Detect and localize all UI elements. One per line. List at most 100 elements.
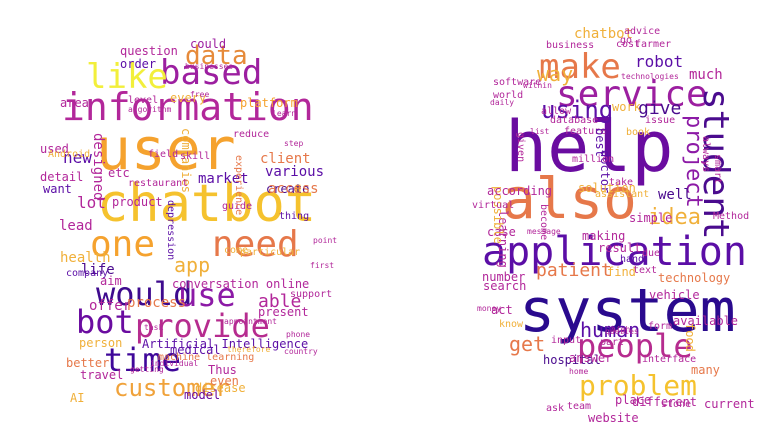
- left-word: access: [268, 181, 319, 197]
- left-word: businesses: [185, 62, 234, 71]
- right-word: current: [704, 397, 755, 411]
- left-word: better: [66, 356, 110, 370]
- left-word: travel: [80, 368, 124, 382]
- right-word: queries: [605, 327, 639, 336]
- left-word: order: [120, 57, 157, 71]
- left-word: aim: [100, 274, 122, 288]
- left-word: Artificial Intelligence: [142, 337, 309, 351]
- right-word: feature: [564, 126, 607, 137]
- right-word: available: [673, 314, 739, 328]
- right-word: hand: [620, 254, 645, 265]
- right-word: money: [477, 304, 502, 313]
- right-word: solution: [578, 181, 636, 195]
- right-word: virtual: [472, 200, 515, 211]
- right-word: farmer: [635, 39, 672, 50]
- right-word: business: [546, 40, 595, 51]
- left-word: could: [190, 37, 227, 51]
- right-word: search: [483, 279, 527, 293]
- left-word: question: [120, 44, 178, 58]
- word-cloud-right: help system also application service make stud…: [391, 0, 782, 436]
- left-word: AI: [70, 391, 85, 405]
- right-word: help: [505, 106, 674, 188]
- right-word: technologies: [621, 72, 679, 81]
- left-word: provide: [135, 307, 270, 345]
- right-word: always: [700, 136, 711, 173]
- left-word: person: [79, 336, 123, 350]
- right-word: application: [482, 229, 747, 275]
- right-word: learning: [496, 210, 510, 268]
- right-word: daily: [490, 98, 515, 107]
- right-word: smart: [712, 154, 723, 185]
- right-word: advice: [624, 26, 661, 37]
- left-word: company: [66, 268, 109, 279]
- left-word: Thus: [208, 363, 237, 377]
- left-word: guide: [222, 201, 253, 212]
- left-word: algorithm: [128, 105, 172, 114]
- left-word: country: [284, 347, 318, 356]
- right-word: case: [487, 225, 516, 239]
- right-word: go: [620, 35, 633, 46]
- left-word: life: [81, 262, 115, 278]
- left-word: phone: [286, 330, 311, 339]
- right-word: work: [612, 100, 641, 114]
- right-word: number: [482, 270, 526, 284]
- left-word: health: [60, 250, 111, 266]
- left-word: getting: [130, 365, 164, 374]
- left-word: various: [265, 164, 325, 180]
- right-word: doctor: [598, 150, 612, 194]
- left-word: experience: [233, 155, 244, 216]
- right-word: allow: [541, 106, 572, 117]
- right-word: stone: [661, 399, 692, 410]
- right-word: website: [588, 411, 639, 425]
- right-word: software: [493, 77, 542, 88]
- right-word: according: [487, 184, 553, 198]
- left-word: particular: [240, 247, 301, 258]
- left-word: would: [96, 275, 193, 313]
- right-word: simple: [629, 211, 673, 225]
- right-word: place: [615, 393, 652, 407]
- right-word: get: [509, 332, 546, 356]
- right-word: act: [491, 303, 513, 317]
- right-word: due: [642, 248, 661, 259]
- left-word: user: [96, 115, 236, 183]
- right-word: input: [551, 335, 582, 346]
- left-word: model: [184, 388, 221, 402]
- left-word: therefore: [227, 345, 271, 354]
- right-word: message: [527, 227, 561, 236]
- left-word: appointment: [224, 317, 277, 326]
- left-word: like: [86, 57, 168, 97]
- right-word: part: [600, 337, 625, 348]
- right-word: result: [598, 241, 642, 255]
- left-word: come: [224, 245, 249, 256]
- right-word: interface: [642, 354, 697, 365]
- right-word: vehicle: [649, 288, 700, 302]
- right-word: world: [493, 90, 524, 101]
- left-word: companies: [179, 128, 193, 194]
- left-word: information: [62, 85, 314, 129]
- left-word: client: [260, 151, 311, 167]
- left-word: machine learning: [158, 352, 255, 363]
- left-word: Android: [48, 149, 91, 160]
- left-word: free: [190, 90, 210, 99]
- right-word: text: [633, 265, 658, 276]
- right-word: food: [683, 323, 697, 352]
- left-word: reduce: [233, 129, 270, 140]
- left-word: based: [160, 53, 263, 93]
- right-word: chatbot: [574, 26, 634, 42]
- left-word: field: [148, 149, 179, 160]
- right-word: form: [648, 321, 673, 332]
- left-word: medical: [170, 343, 221, 357]
- right-word: also: [502, 167, 637, 232]
- left-word: thing: [279, 211, 310, 222]
- left-word: use: [178, 276, 236, 314]
- right-word: problem: [579, 369, 698, 402]
- left-word: designed: [90, 133, 106, 201]
- right-word: way: [537, 62, 574, 86]
- right-word: idea: [648, 205, 701, 230]
- right-word: home: [569, 367, 589, 376]
- left-word: used: [40, 142, 69, 156]
- left-word: new: [63, 148, 92, 167]
- left-word: first: [310, 261, 335, 270]
- left-word: disease: [195, 381, 246, 395]
- left-word: data: [185, 41, 248, 71]
